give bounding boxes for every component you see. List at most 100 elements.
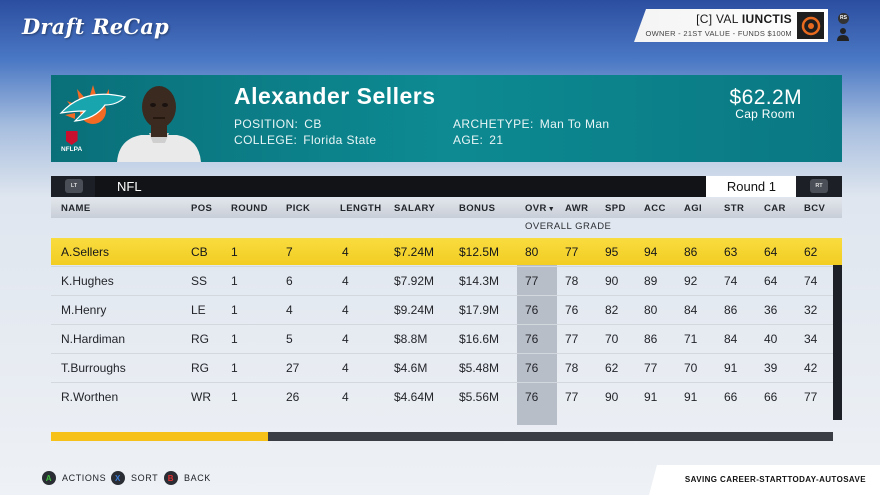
table-row[interactable]: K.Hughes SS 1 6 4 $7.92M $14.3M 77 78 90 89 92 74 64 7…	[51, 267, 833, 294]
col-acc[interactable]: ACC	[644, 203, 666, 214]
x-button-icon: X	[111, 471, 125, 485]
lt-button-icon[interactable]: LT	[65, 179, 83, 193]
cell-bonus: $14.3M	[459, 274, 500, 288]
cell-acc: 94	[644, 245, 658, 259]
col-bonus[interactable]: BONUS	[459, 203, 496, 214]
cell-awr: 77	[565, 390, 579, 404]
cell-agi: 86	[684, 245, 698, 259]
table-row[interactable]: R.Worthen WR 1 26 4 $4.64M $5.56M 76 77 90 91 91 66 6…	[51, 383, 833, 410]
rt-button-icon[interactable]: RT	[810, 179, 828, 193]
col-round[interactable]: ROUND	[231, 203, 268, 214]
cell-length: 4	[342, 361, 349, 375]
cell-bcv: 77	[804, 390, 818, 404]
col-pick[interactable]: PICK	[286, 203, 311, 214]
cell-spd: 62	[605, 361, 619, 375]
b-button-icon: B	[164, 471, 178, 485]
cell-round: 1	[231, 245, 238, 259]
cell-spd: 90	[605, 274, 619, 288]
scrollbar[interactable]	[833, 265, 842, 420]
table-row[interactable]: A.Sellers CB 1 7 4 $7.24M $12.5M 80 77 95 94 86 63 64…	[51, 238, 842, 265]
cell-bonus: $12.5M	[459, 245, 500, 259]
cell-round: 1	[231, 390, 238, 404]
row-divider	[51, 295, 833, 296]
cell-length: 4	[342, 390, 349, 404]
back-label: BACK	[184, 473, 211, 483]
col-str[interactable]: STR	[724, 203, 745, 214]
user-name: [C] VAL IUNCTIS	[696, 12, 792, 26]
cell-name: T.Burroughs	[61, 361, 126, 375]
col-car[interactable]: CAR	[764, 203, 786, 214]
person-icon[interactable]	[836, 27, 850, 41]
sort-control[interactable]: X SORT	[111, 471, 158, 485]
cell-str: 63	[724, 245, 738, 259]
rs-button-icon[interactable]: RS	[838, 13, 849, 24]
table-row[interactable]: M.Henry LE 1 4 4 $9.24M $17.9M 76 76 82 80 84 86 36 32	[51, 296, 833, 323]
row-divider	[51, 266, 833, 267]
col-ovr[interactable]: OVR▼	[525, 203, 556, 214]
table-row[interactable]: T.Burroughs RG 1 27 4 $4.6M $5.48M 76 78 62 77 70 91…	[51, 354, 833, 381]
cell-car: 64	[764, 245, 778, 259]
cell-pos: RG	[191, 332, 209, 346]
cell-agi: 92	[684, 274, 698, 288]
cell-bcv: 32	[804, 303, 818, 317]
cell-spd: 70	[605, 332, 619, 346]
cell-car: 64	[764, 274, 778, 288]
table-header: NAME POS ROUND PICK LENGTH SALARY BONUS …	[51, 198, 842, 218]
table-row[interactable]: N.Hardiman RG 1 5 4 $8.8M $16.6M 76 77 70 86 71 84 40…	[51, 325, 833, 352]
cell-acc: 77	[644, 361, 658, 375]
user-avatar	[797, 12, 824, 39]
actions-label: ACTIONS	[62, 473, 107, 483]
cell-acc: 80	[644, 303, 658, 317]
cell-length: 4	[342, 332, 349, 346]
cell-awr: 78	[565, 274, 579, 288]
league-bar: LT NFL Round 1 RT	[51, 176, 842, 197]
progress-bar	[51, 432, 833, 441]
cell-car: 39	[764, 361, 778, 375]
row-divider	[51, 324, 833, 325]
cell-round: 1	[231, 332, 238, 346]
col-awr[interactable]: AWR	[565, 203, 589, 214]
cell-acc: 89	[644, 274, 658, 288]
player-banner: NFLPA Alexander Sellers POSITION: CB COLL…	[51, 75, 842, 162]
sort-label: SORT	[131, 473, 159, 483]
cell-str: 91	[724, 361, 738, 375]
cell-ovr: 80	[525, 245, 539, 259]
cell-pick: 7	[286, 245, 293, 259]
cell-spd: 95	[605, 245, 619, 259]
cell-length: 4	[342, 245, 349, 259]
col-pos[interactable]: POS	[191, 203, 213, 214]
cell-agi: 91	[684, 390, 698, 404]
cell-length: 4	[342, 274, 349, 288]
cell-pick: 4	[286, 303, 293, 317]
league-selector[interactable]	[95, 176, 780, 197]
cap-room-amount: $62.2M	[729, 86, 802, 109]
round-selector[interactable]	[706, 176, 796, 197]
cell-pick: 6	[286, 274, 293, 288]
cell-ovr: 77	[525, 274, 539, 288]
cell-pick: 27	[286, 361, 300, 375]
back-control[interactable]: B BACK	[164, 471, 211, 485]
col-agi[interactable]: AGI	[684, 203, 703, 214]
round-label: Round 1	[726, 179, 776, 194]
cell-pos: WR	[191, 390, 211, 404]
cell-car: 40	[764, 332, 778, 346]
sort-column-label: OVERALL GRADE	[525, 221, 612, 232]
cell-pos: LE	[191, 303, 206, 317]
user-subtitle: OWNER - 21ST VALUE - FUNDS $100M	[645, 29, 792, 38]
league-name: NFL	[117, 179, 142, 194]
cell-round: 1	[231, 303, 238, 317]
cell-car: 36	[764, 303, 778, 317]
cell-agi: 84	[684, 303, 698, 317]
actions-control[interactable]: A ACTIONS	[42, 471, 106, 485]
player-college: COLLEGE: Florida State	[234, 133, 377, 147]
cell-pick: 5	[286, 332, 293, 346]
col-salary[interactable]: SALARY	[394, 203, 436, 214]
user-card[interactable]: [C] VAL IUNCTIS OWNER - 21ST VALUE - FUN…	[634, 9, 828, 42]
cell-name: M.Henry	[61, 303, 107, 317]
col-bcv[interactable]: BCV	[804, 203, 826, 214]
col-spd[interactable]: SPD	[605, 203, 626, 214]
player-photo	[117, 86, 201, 162]
col-length[interactable]: LENGTH	[340, 203, 382, 214]
col-name[interactable]: NAME	[61, 203, 91, 214]
progress-fill	[51, 432, 268, 441]
